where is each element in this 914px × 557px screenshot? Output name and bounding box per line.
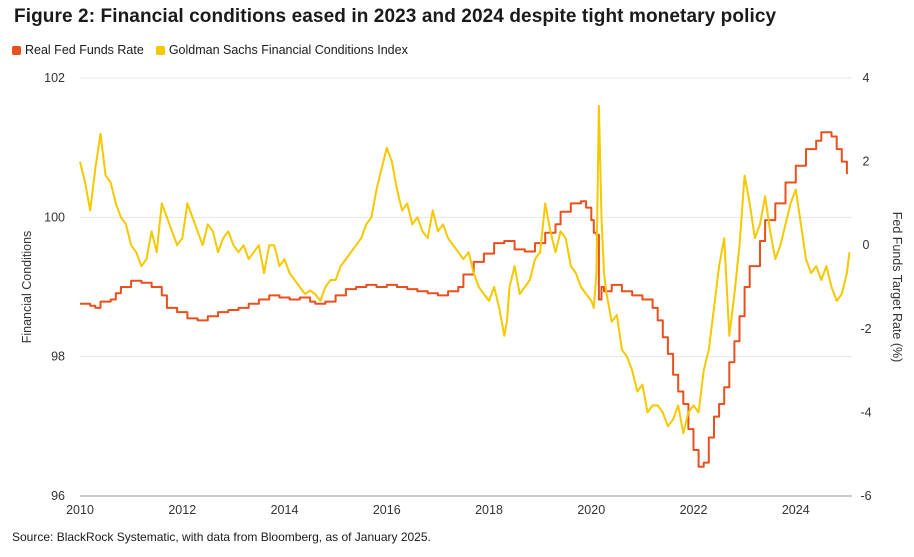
- legend-label-real-fed-funds: Real Fed Funds Rate: [25, 43, 144, 57]
- y-right-axis-label: Fed Funds Target Rate (%): [890, 212, 904, 363]
- x-tick-label: 2024: [782, 503, 810, 517]
- series-line-gsfci: [79, 104, 851, 435]
- chart-title: Figure 2: Financial conditions eased in …: [14, 6, 777, 27]
- source-note: Source: BlackRock Systematic, with data …: [12, 530, 431, 544]
- series-line-real-fed-funds: [80, 131, 848, 468]
- x-tick-label: 2012: [168, 503, 196, 517]
- legend-item-real-fed-funds: Real Fed Funds Rate: [12, 43, 144, 57]
- x-tick-label: 2014: [271, 503, 299, 517]
- y-left-tick-label: 98: [51, 350, 65, 364]
- y-right-tick-label: 2: [863, 155, 870, 169]
- legend-label-gsfci: Goldman Sachs Financial Conditions Index: [168, 43, 408, 57]
- x-tick-label: 2018: [475, 503, 503, 517]
- legend-item-gsfci: Goldman Sachs Financial Conditions Index: [155, 43, 408, 57]
- y-right-tick-label: -6: [860, 489, 871, 503]
- x-tick-label: 2020: [577, 503, 605, 517]
- x-tick-label: 2016: [373, 503, 401, 517]
- y-left-axis-label: Financial Conditions: [20, 231, 34, 344]
- y-right-tick-label: 0: [863, 238, 870, 252]
- chart-legend: Real Fed Funds Rate Goldman Sachs Financ…: [12, 43, 408, 57]
- y-right-tick-label: -2: [860, 322, 871, 336]
- x-tick-label: 2010: [66, 503, 94, 517]
- y-left-tick-label: 96: [51, 489, 65, 503]
- y-left-tick-label: 100: [44, 210, 65, 224]
- x-tick-label: 2022: [680, 503, 708, 517]
- legend-swatch-real-fed-funds: [12, 45, 21, 55]
- legend-swatch-gsfci: [155, 45, 165, 55]
- y-left-tick-label: 102: [44, 71, 65, 85]
- y-right-tick-label: -4: [860, 405, 871, 419]
- y-right-tick-label: 4: [863, 71, 870, 85]
